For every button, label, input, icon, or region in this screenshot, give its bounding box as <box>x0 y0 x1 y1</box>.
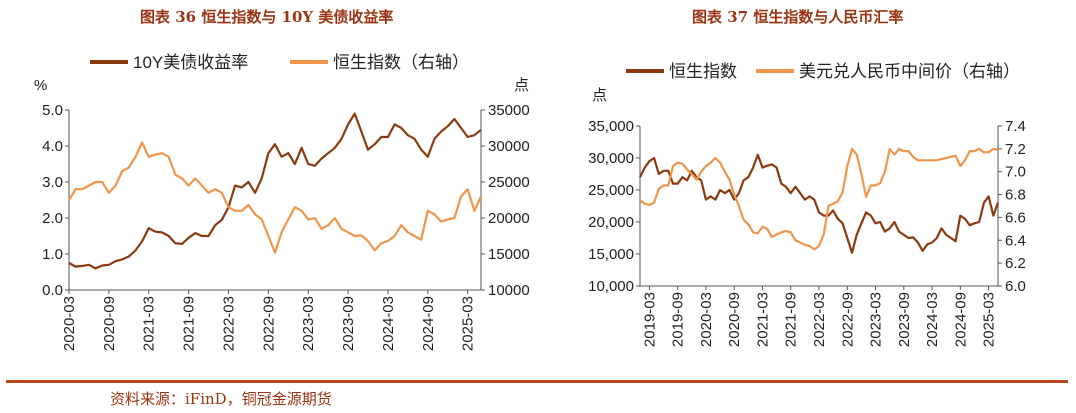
left-y-tick-label: 25,000 <box>588 182 634 199</box>
x-tick-label: 2025-03 <box>981 292 998 347</box>
x-tick-label: 2021-03 <box>141 296 158 351</box>
x-tick-label: 2024-03 <box>924 292 941 347</box>
left-y-tick-label: 4.0 <box>42 138 63 155</box>
right-y-tick-label: 6.0 <box>1005 278 1026 295</box>
x-tick-label: 2023-03 <box>868 292 885 347</box>
x-tick-label: 2024-03 <box>380 296 397 351</box>
right-y-tick-label: 35000 <box>488 102 530 119</box>
left-y-tick-label: 1.0 <box>42 246 63 263</box>
right-axis-unit: 点 <box>514 77 529 94</box>
source-note: 资料来源：iFinD，铜冠金源期货 <box>110 390 332 408</box>
right-y-tick-label: 30000 <box>488 138 530 155</box>
legend-label-0: 恒生指数 <box>669 62 737 81</box>
right-y-tick-label: 10000 <box>488 282 530 299</box>
left-y-tick-label: 3.0 <box>42 174 63 191</box>
x-tick-label: 2022-03 <box>220 296 237 351</box>
left-y-tick-label: 15,000 <box>588 246 634 263</box>
right-y-tick-label: 6.8 <box>1005 187 1026 204</box>
x-tick-label: 2022-09 <box>260 296 277 351</box>
x-tick-label: 2024-09 <box>420 296 437 351</box>
hsi-vs-cny-chart: 10,000 15,000 20,000 25,000 30,000 35,000 6.0 6… <box>588 62 1026 347</box>
right-y-tick-label: 7.4 <box>1005 118 1026 135</box>
right-y-tick-label: 20000 <box>488 210 530 227</box>
x-tick-label: 2020-03 <box>698 292 715 347</box>
hsi-vs-us10y-chart: 0.0 1.0 2.0 3.0 4.0 5.0 10000 15000 20000 25000 30… <box>34 53 530 351</box>
left-y-tick-label: 0.0 <box>42 282 63 299</box>
right-y-tick-label: 6.4 <box>1005 232 1026 249</box>
x-tick-label: 2025-03 <box>460 296 477 351</box>
x-tick-label: 2020-03 <box>61 296 78 351</box>
legend-label-0: 10Y美债收益率 <box>133 53 248 72</box>
x-tick-label: 2024-09 <box>952 292 969 347</box>
footer-divider <box>6 380 1068 383</box>
series-line-0 <box>68 112 482 270</box>
x-tick-label: 2020-09 <box>726 292 743 347</box>
left-y-tick-label: 30,000 <box>588 150 634 167</box>
right-y-tick-label: 7.0 <box>1005 164 1026 181</box>
series-line-1 <box>68 141 482 254</box>
x-tick-label: 2023-09 <box>340 296 357 351</box>
legend-label-1: 恒生指数（右轴） <box>333 53 469 72</box>
x-tick-label: 2023-09 <box>896 292 913 347</box>
right-y-tick-label: 6.6 <box>1005 209 1026 226</box>
x-tick-label: 2020-09 <box>101 296 118 351</box>
right-y-tick-label: 7.2 <box>1005 141 1026 158</box>
x-tick-label: 2021-09 <box>181 296 198 351</box>
left-axis-unit: % <box>34 77 47 94</box>
figure-37-title: 图表 37 恒生指数与人民币汇率 <box>692 8 904 26</box>
x-tick-label: 2021-09 <box>783 292 800 347</box>
left-y-tick-label: 2.0 <box>42 210 63 227</box>
left-axis-unit: 点 <box>592 87 607 104</box>
left-y-tick-label: 5.0 <box>42 102 63 119</box>
legend-label-1: 美元兑人民币中间价（右轴） <box>799 62 1020 81</box>
right-y-tick-label: 25000 <box>488 174 530 191</box>
x-tick-label: 2019-03 <box>641 292 658 347</box>
figure-36-title: 图表 36 恒生指数与 10Y 美债收益率 <box>140 8 394 26</box>
series-line-1 <box>639 147 999 251</box>
x-tick-label: 2022-03 <box>811 292 828 347</box>
left-y-tick-label: 35,000 <box>588 118 634 135</box>
right-y-tick-label: 15000 <box>488 246 530 263</box>
left-y-tick-label: 10,000 <box>588 278 634 295</box>
series-line-0 <box>639 153 1000 254</box>
right-y-tick-label: 6.2 <box>1005 255 1026 272</box>
x-tick-label: 2022-09 <box>839 292 856 347</box>
x-tick-label: 2023-03 <box>300 296 317 351</box>
x-tick-label: 2019-09 <box>670 292 687 347</box>
left-y-tick-label: 20,000 <box>588 214 634 231</box>
x-tick-label: 2021-03 <box>754 292 771 347</box>
